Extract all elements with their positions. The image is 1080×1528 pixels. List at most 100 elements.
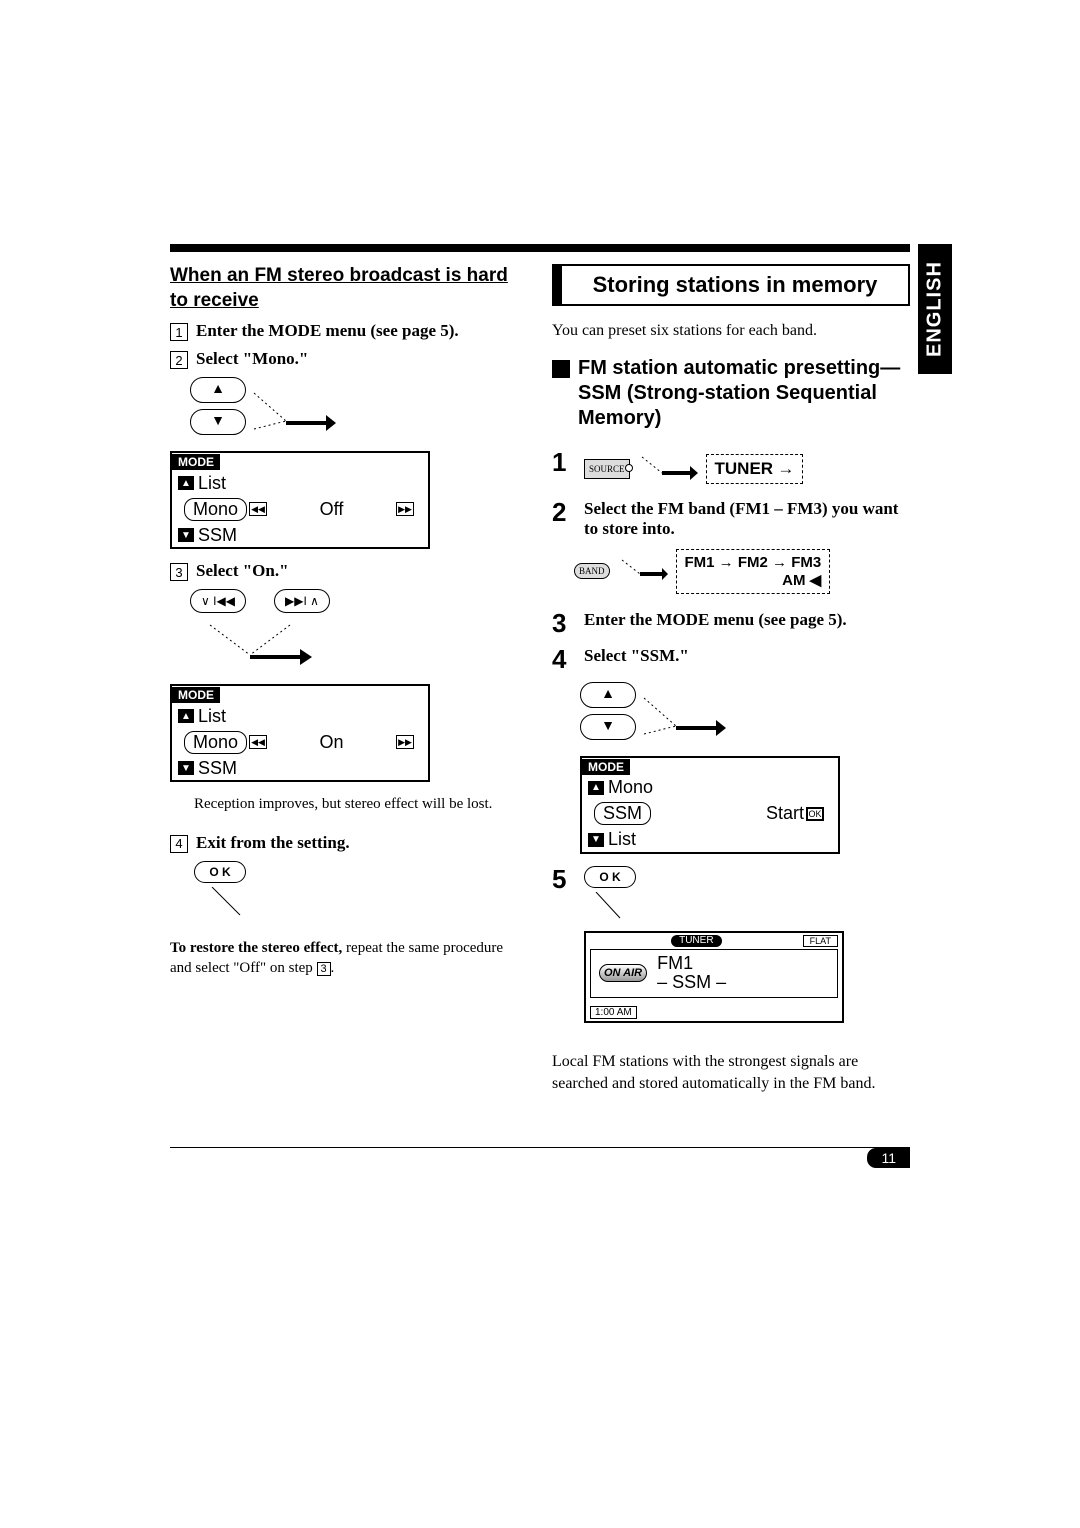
fm-bands: FM1 → FM2 → FM3	[685, 554, 822, 571]
tuner-badge: TUNER	[671, 935, 721, 947]
dotted-arrow-icon	[246, 381, 336, 441]
source-diagram: SOURCE TUNER →	[584, 449, 910, 489]
step-1: 1 Enter the MODE menu (see page 5).	[170, 321, 528, 341]
intro-text: You can preset six stations for each ban…	[552, 320, 910, 342]
down-indicator-icon: ▼	[178, 761, 194, 775]
step2-text: Select the FM band (FM1 – FM3) you want …	[584, 499, 910, 539]
step-1-text: Enter the MODE menu (see page 5).	[196, 321, 528, 341]
ok-button-icon: O K	[194, 861, 246, 883]
reception-note: Reception improves, but stereo effect wi…	[194, 794, 528, 814]
step4-text: Select "SSM."	[584, 646, 910, 672]
am-band: AM ◀	[685, 571, 822, 589]
big-step-number: 4	[552, 646, 574, 672]
lcd-label: List	[198, 706, 226, 727]
lcd-row: ▼ List	[582, 828, 838, 852]
tuner-cycle-box: TUNER →	[706, 454, 804, 484]
lcd-row: ▲ List	[172, 704, 428, 728]
lcd2-top-row: TUNER FLAT	[586, 933, 842, 949]
band-diagram: BAND FM1 → FM2 → FM3 AM ◀	[574, 549, 910, 594]
down-indicator-icon: ▼	[178, 528, 194, 542]
lcd-row-selected: SSM Start OK	[588, 802, 832, 826]
lcd-row-selected: Mono ◀◀ On ▶▶	[178, 730, 422, 754]
band-cycle-box: FM1 → FM2 → FM3 AM ◀	[676, 549, 831, 594]
black-square-icon	[552, 360, 570, 378]
step-4: 4 Exit from the setting.	[170, 833, 528, 853]
on-air-icon: ON AIR	[599, 964, 647, 982]
restore-bold: To restore the stereo effect,	[170, 940, 342, 956]
flat-badge: FLAT	[803, 935, 838, 947]
ok-button-icon: O K	[584, 866, 636, 888]
lcd-row: ▲ List	[172, 471, 428, 495]
next-button-icon: ▶▶I ∧	[274, 589, 330, 613]
lcd2-time: 1:00 AM	[590, 1006, 637, 1019]
up-button-icon: ▲	[190, 377, 246, 403]
language-tab: ENGLISH	[918, 244, 952, 374]
page-number: 11	[867, 1148, 910, 1168]
left-column: When an FM stereo broadcast is hard to r…	[170, 264, 528, 1108]
step3-text: Enter the MODE menu (see page 5).	[584, 610, 910, 636]
up-button-icon: ▲	[580, 682, 636, 708]
lcd-selected-label: Mono	[184, 731, 247, 754]
restore-end: .	[331, 960, 335, 976]
lcd-value: On	[269, 732, 394, 753]
ok-lead-line-icon	[210, 887, 270, 917]
prev-icon: ◀◀	[249, 735, 267, 749]
lcd-row-selected: Mono ◀◀ Off ▶▶	[178, 497, 422, 521]
outro-text: Local FM stations with the strongest sig…	[552, 1051, 910, 1094]
big-step-number: 5	[552, 866, 574, 1036]
next-icon: ▶▶	[396, 735, 414, 749]
big-step-3: 3 Enter the MODE menu (see page 5).	[552, 610, 910, 636]
prev-button-icon: ∨ I◀◀	[190, 589, 246, 613]
mode-lcd-ssm: MODE ▲ Mono SSM Start OK ▼ List	[580, 756, 840, 854]
up-indicator-icon: ▲	[588, 781, 604, 795]
am-label: AM	[782, 572, 805, 589]
step-number-box: 1	[170, 323, 188, 341]
step-number-box: 2	[170, 351, 188, 369]
ok-nav-icon: OK	[806, 807, 824, 821]
up-indicator-icon: ▲	[178, 476, 194, 490]
next-icon: ▶▶	[396, 502, 414, 516]
restore-note: To restore the stereo effect, repeat the…	[170, 938, 528, 979]
dotted-arrow-icon	[200, 623, 350, 673]
manual-page: ENGLISH When an FM stereo broadcast is h…	[170, 244, 910, 1108]
inline-step-ref: 3	[317, 962, 331, 976]
up-indicator-icon: ▲	[178, 709, 194, 723]
step-3: 3 Select "On."	[170, 561, 528, 581]
lcd2-text: FM1 – SSM –	[657, 954, 726, 994]
tuner-label: TUNER	[715, 459, 774, 478]
two-columns: When an FM stereo broadcast is hard to r…	[170, 264, 910, 1108]
big-step-2: 2 Select the FM band (FM1 – FM3) you wan…	[552, 499, 910, 539]
lcd-value: Off	[269, 499, 394, 520]
lcd2-line1: FM1	[657, 954, 726, 974]
lcd-header: MODE	[172, 454, 220, 470]
prev-next-buttons-diagram: ∨ I◀◀ ▶▶I ∧	[190, 589, 528, 613]
lcd-label: List	[198, 473, 226, 494]
down-indicator-icon: ▼	[588, 833, 604, 847]
step-4-text: Exit from the setting.	[196, 833, 528, 853]
lcd2-line2: – SSM –	[657, 973, 726, 993]
lcd2-body: ON AIR FM1 – SSM –	[590, 949, 838, 999]
right-column: Storing stations in memory You can prese…	[552, 264, 910, 1108]
lcd-label: SSM	[198, 525, 237, 546]
step-3-text: Select "On."	[196, 561, 528, 581]
lcd-row: ▼ SSM	[172, 523, 428, 547]
step-number-box: 4	[170, 835, 188, 853]
ssm-heading: FM station automatic presetting—SSM (Str…	[552, 356, 910, 431]
lcd-label: SSM	[198, 758, 237, 779]
big-step-number: 1	[552, 449, 574, 489]
big-step-number: 2	[552, 499, 574, 539]
step-number-box: 3	[170, 563, 188, 581]
big-step-5: 5 O K TUNER FLAT ON AIR	[552, 866, 910, 1036]
mode-lcd-on: MODE ▲ List Mono ◀◀ On ▶▶ ▼ SSM	[170, 684, 430, 782]
top-rule	[170, 244, 910, 252]
ok-lead-line-icon	[584, 892, 644, 920]
lcd-label: List	[608, 829, 636, 850]
dotted-arrow-icon	[618, 554, 668, 588]
lcd-selected-label: Mono	[184, 498, 247, 521]
ssm-heading-text: FM station automatic presetting—SSM (Str…	[578, 356, 910, 431]
lcd-selected-label: SSM	[594, 802, 651, 825]
lcd-row: ▲ Mono	[582, 776, 838, 800]
lcd-row: ▼ SSM	[172, 756, 428, 780]
source-button-icon: SOURCE	[584, 459, 630, 479]
updown-buttons-diagram: ▲ ▼	[190, 377, 528, 445]
